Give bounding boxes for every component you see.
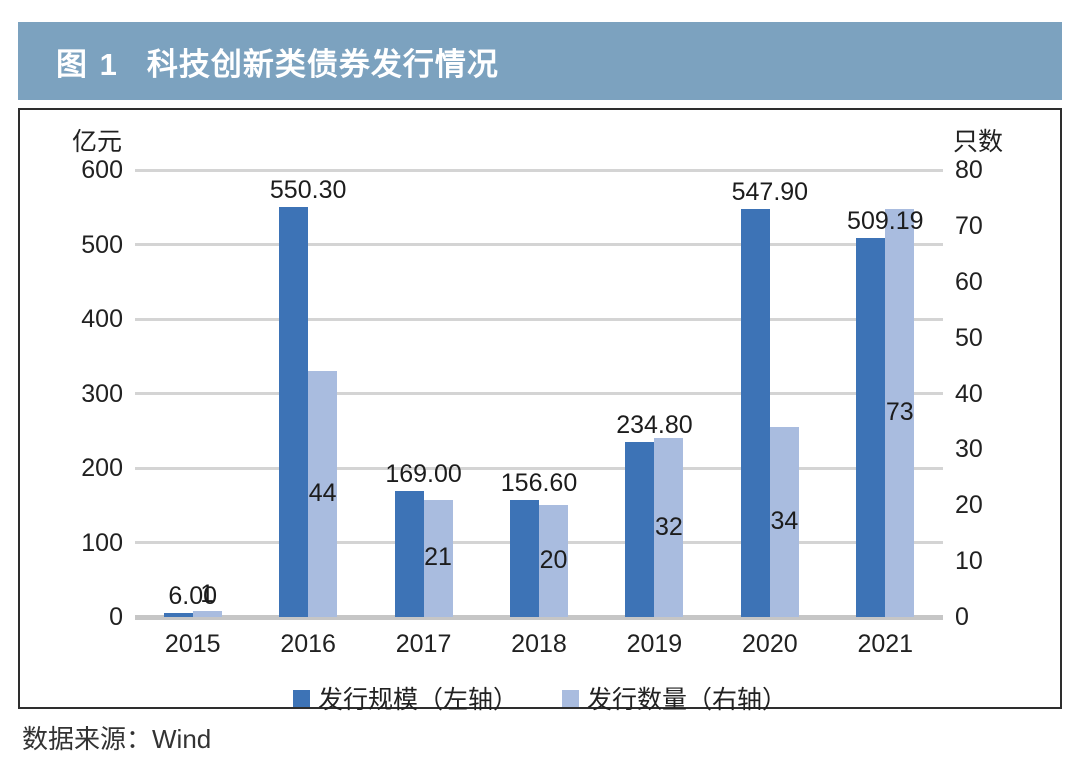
- right-axis-tick: 30: [955, 435, 983, 464]
- value-label-2019: 234.80: [616, 411, 693, 440]
- bar-issuance-count-2017: [423, 499, 453, 617]
- bar-issuance-count-2021: [885, 209, 915, 617]
- bar-issuance-count-2020: [769, 427, 799, 617]
- right-axis-tick: 80: [955, 156, 983, 184]
- year-label-2019: 2019: [626, 630, 683, 658]
- value-label-2017: 169.00: [385, 460, 462, 489]
- gridline: [135, 466, 943, 470]
- count-label-2015: 1: [200, 580, 215, 609]
- bar-issuance-count-2018: [539, 505, 568, 617]
- right-axis-tick: 0: [955, 603, 969, 631]
- bar-issuance-scale-2020: [740, 208, 770, 617]
- bar-issuance-count-2016: [308, 371, 338, 617]
- year-label-2020: 2020: [742, 630, 798, 658]
- value-label-2018: 156.60: [500, 469, 578, 498]
- value-label-2015: 6.00: [168, 581, 218, 610]
- count-label-2020: 34: [770, 507, 799, 535]
- count-label-2016: 44: [308, 479, 337, 508]
- right-axis-tick: 40: [955, 379, 983, 408]
- right-axis-tick: 70: [955, 211, 983, 240]
- gridline: [135, 243, 943, 246]
- count-label-2019: 32: [655, 512, 683, 541]
- legend-item-issuance-count: 发行数量（右轴）: [562, 680, 787, 716]
- bar-issuance-scale-2016: [279, 207, 309, 617]
- figure-title-bar: 图 1 科技创新类债券发行情况: [18, 22, 1062, 100]
- legend: 发行规模（左轴） 发行数量（右轴）: [20, 680, 1060, 716]
- left-axis-tick: 500: [81, 230, 123, 259]
- year-label-2016: 2016: [280, 630, 336, 658]
- data-source-note: 数据来源：Wind: [22, 724, 212, 754]
- count-label-2017: 21: [424, 543, 452, 572]
- count-label-2021: 73: [885, 398, 914, 427]
- bar-issuance-scale-2017: [394, 491, 424, 617]
- left-axis-unit-label: 亿元: [72, 128, 123, 156]
- plot-area: 600 500 400 300 200 100 0 80 70 60 50 40 30 20 10 0 6.00…: [20, 110, 1060, 707]
- bar-issuance-scale-2018: [510, 500, 539, 617]
- chart-frame: 亿元 只数 600 500 400 300 200 100 0 80 70 60 50 40 30 20 1…: [18, 108, 1062, 714]
- year-label-2018: 2018: [511, 630, 567, 658]
- gridline: [135, 317, 943, 321]
- left-axis-tick: 100: [81, 528, 123, 557]
- year-label-2021: 2021: [857, 630, 914, 658]
- left-axis-tick: 600: [81, 156, 123, 184]
- right-axis-tick: 20: [955, 491, 983, 520]
- left-axis-tick: 300: [81, 379, 123, 408]
- gridline: [135, 168, 943, 172]
- bar-issuance-count-2015: [192, 611, 222, 617]
- count-label-2018: 20: [539, 546, 568, 575]
- left-axis-tick: 200: [81, 454, 123, 482]
- legend-item-issuance-scale: 发行规模（左轴）: [292, 680, 518, 716]
- legend-label-issuance-scale: 发行规模（左轴）: [317, 686, 518, 714]
- bar-issuance-scale-2015: [163, 612, 193, 617]
- bar-issuance-count-2019: [654, 438, 684, 617]
- right-axis-tick: 50: [955, 323, 983, 352]
- figure-title: 科技创新类债券发行情况: [146, 46, 499, 82]
- right-axis-tick: 10: [955, 547, 983, 576]
- bar-issuance-scale-2021: [856, 237, 886, 617]
- legend-label-issuance-count: 发行数量（右轴）: [587, 686, 788, 714]
- bar-issuance-scale-2019: [625, 442, 655, 617]
- year-label-2017: 2017: [395, 630, 452, 658]
- legend-swatch-issuance-count: [562, 689, 579, 707]
- legend-swatch-issuance-scale: [292, 689, 310, 707]
- right-axis-tick: 60: [955, 267, 983, 296]
- x-axis-line: [135, 615, 943, 620]
- value-label-2021: 509.19: [847, 206, 924, 235]
- left-axis-tick: 0: [109, 603, 123, 631]
- gridline: [135, 392, 943, 395]
- left-axis-tick: 400: [81, 305, 123, 333]
- figure-number: 图 1: [56, 46, 119, 82]
- value-label-2020: 547.90: [731, 177, 809, 206]
- year-label-2015: 2015: [164, 630, 221, 658]
- value-label-2016: 550.30: [269, 176, 347, 205]
- right-axis-unit-label: 只数: [953, 128, 1004, 156]
